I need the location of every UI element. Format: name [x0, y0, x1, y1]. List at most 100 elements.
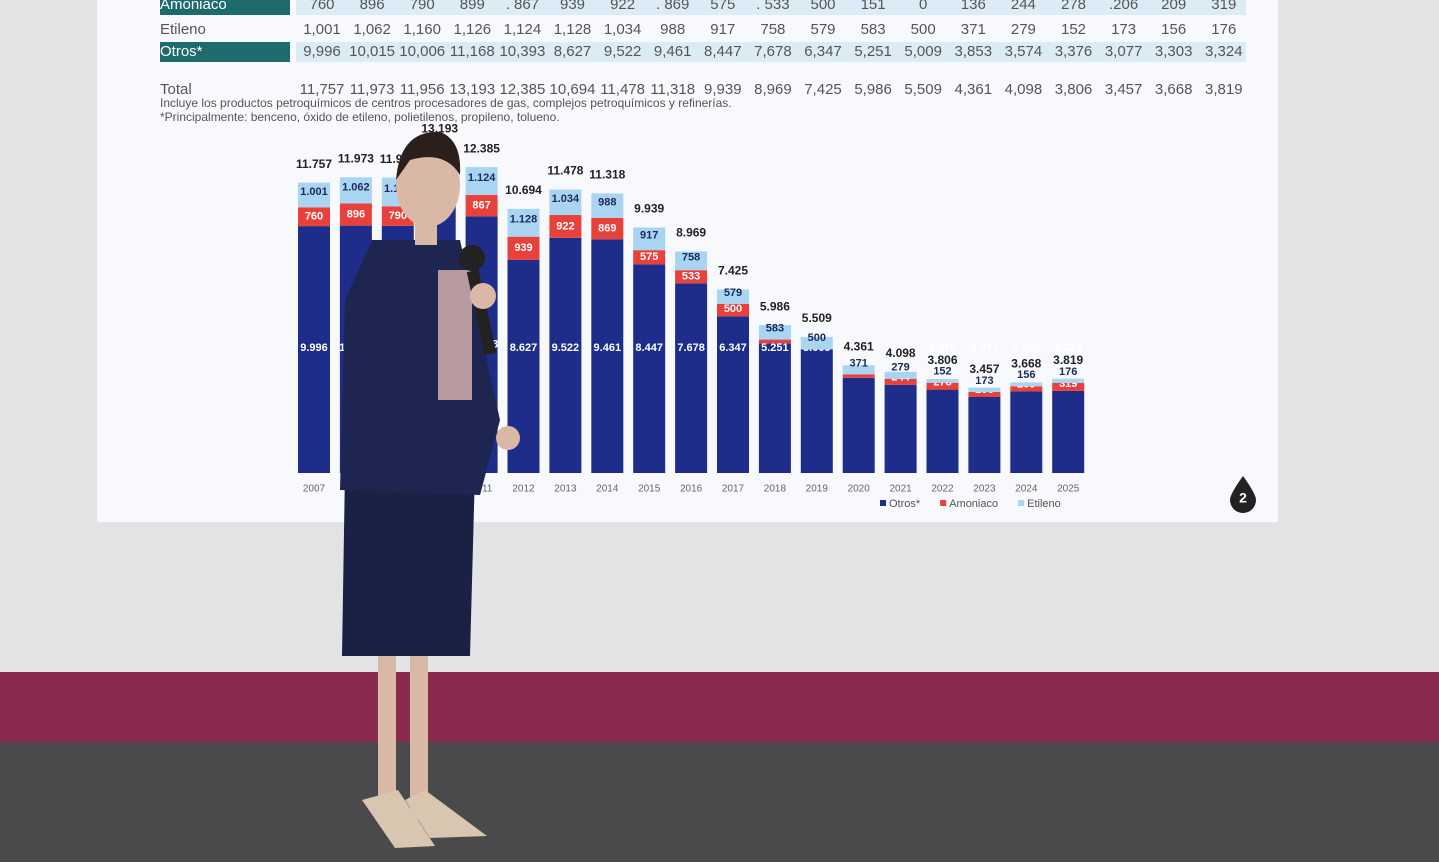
table-cell: 9,522 — [604, 43, 642, 60]
bar-label: 1.034 — [552, 193, 580, 205]
bar-label: 917 — [640, 230, 658, 242]
total-label: 4.361 — [844, 339, 874, 353]
table-cell: 9,996 — [303, 43, 341, 60]
table-cell: 11,318 — [650, 81, 695, 98]
bar-segment — [717, 289, 749, 304]
total-label: 11.757 — [296, 157, 332, 171]
bar-label: 583 — [766, 322, 784, 334]
shoe — [405, 790, 487, 838]
total-label: 8.969 — [676, 226, 706, 240]
bar-label: 6.347 — [719, 342, 747, 354]
bar-segment — [758, 325, 791, 340]
legend-entry: Otros* — [889, 498, 921, 510]
bar-segment — [549, 237, 582, 473]
bar-segment — [507, 236, 540, 260]
page-drop — [1230, 476, 1256, 513]
floor — [0, 742, 1439, 862]
bar-segment — [926, 389, 959, 473]
table-cell: 5,509 — [904, 81, 942, 98]
bar-segment — [842, 377, 875, 473]
table-cell: 156 — [1161, 21, 1186, 38]
table-cell: 1,034 — [604, 21, 642, 38]
table-cell: 500 — [810, 0, 835, 13]
bar-segment — [717, 303, 749, 317]
table-cell: 1,126 — [454, 21, 492, 38]
row-header-bg — [160, 0, 290, 15]
table-cell: 209 — [1161, 0, 1186, 13]
table-cell: 8,627 — [554, 43, 592, 60]
row-header: Amoniaco — [160, 0, 227, 13]
x-tick-label: 2011 — [471, 484, 493, 495]
bar-label: 9.996 — [300, 342, 328, 354]
bar-label: 3.077 — [971, 342, 999, 354]
bar-segment — [675, 283, 708, 473]
table-cell: 11,956 — [400, 81, 445, 98]
table-cell: 9,461 — [654, 43, 692, 60]
table-cell: 899 — [460, 0, 485, 13]
bar-segment — [675, 251, 708, 271]
table-cell: 11,168 — [450, 43, 495, 60]
bar-segment — [465, 194, 498, 217]
bar-label: 922 — [556, 220, 574, 232]
bar-segment — [633, 250, 666, 265]
bar-label: 3.853 — [845, 342, 873, 354]
table-cell: 152 — [1061, 21, 1086, 38]
row-header-bg — [160, 42, 290, 62]
bar-segment — [717, 316, 749, 473]
total-label: 9.939 — [634, 202, 664, 216]
bar-label: 869 — [598, 222, 616, 234]
table-cell: 579 — [810, 21, 835, 38]
bar-label: 1.001 — [300, 186, 328, 198]
bar-label: 7.678 — [677, 342, 705, 354]
x-tick-label: 2020 — [848, 484, 871, 495]
bar-label: 3.303 — [1013, 342, 1041, 354]
x-tick-label: 2023 — [973, 484, 996, 495]
legend-swatch — [940, 500, 947, 506]
bar-segment — [758, 339, 791, 344]
table-cell: 9,939 — [704, 81, 742, 98]
bar-label: 500 — [808, 332, 826, 344]
bar-label: 371 — [850, 357, 868, 369]
bar-segment — [633, 264, 666, 473]
bar-segment — [549, 215, 582, 238]
table-cell: 3,668 — [1155, 81, 1193, 98]
note: Incluye los productos petroquímicos de c… — [160, 96, 732, 110]
hand — [470, 283, 496, 309]
bar-label: 579 — [724, 287, 742, 299]
table-cell: 760 — [309, 0, 334, 13]
total-label: 11.318 — [589, 168, 625, 182]
total-label: 3.819 — [1053, 353, 1083, 367]
table-cell: 4,098 — [1005, 81, 1043, 98]
bar-label: 152 — [933, 366, 951, 378]
bar-segment — [842, 365, 875, 375]
table-cell: 1,001 — [303, 21, 341, 38]
bar-label: 5.251 — [761, 342, 789, 354]
skirt — [342, 470, 475, 656]
bar-segment — [1052, 390, 1085, 473]
total-label: 3.806 — [927, 353, 957, 367]
x-tick-label: 2021 — [889, 484, 912, 495]
bar-label: 3.324 — [1054, 342, 1082, 354]
x-tick-label: 2017 — [722, 484, 745, 495]
table-cell: 5,009 — [904, 43, 942, 60]
x-tick-label: 2012 — [512, 484, 535, 495]
table-cell: 3,853 — [955, 43, 993, 60]
bar-segment — [549, 189, 582, 216]
table-cell: 917 — [710, 21, 735, 38]
bar-segment — [758, 343, 791, 473]
hair — [396, 131, 461, 180]
table-cell: 10,006 — [399, 43, 445, 60]
bar-label: 760 — [305, 211, 323, 223]
table-cell: 3,303 — [1155, 43, 1193, 60]
bar-segment — [591, 239, 624, 473]
table-cell: 12,385 — [499, 81, 545, 98]
table-cell: 279 — [1011, 21, 1036, 38]
table-cell: 939 — [560, 0, 585, 13]
table-cell: 173 — [1111, 21, 1136, 38]
shoe — [362, 790, 435, 848]
page-number: 2 — [1239, 490, 1247, 506]
bar-label: 1.062 — [342, 181, 370, 193]
total-label: 5.509 — [802, 311, 832, 325]
note: *Principalmente: benceno, óxido de etile… — [160, 110, 560, 124]
